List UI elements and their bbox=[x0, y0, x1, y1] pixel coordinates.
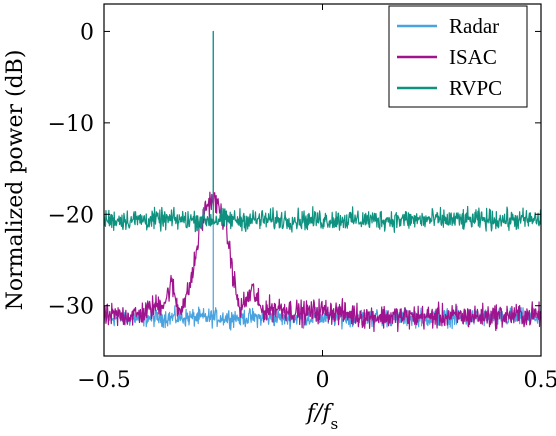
legend: Radar ISAC RVPC bbox=[388, 5, 528, 108]
y-tick-label: −30 bbox=[48, 295, 94, 320]
series-traces bbox=[103, 30, 542, 333]
y-tick-label: −20 bbox=[48, 203, 94, 228]
x-tick-label: 0.5 bbox=[524, 368, 556, 393]
x-tick-label: −0.5 bbox=[77, 368, 130, 393]
series-line-rvpc bbox=[103, 30, 542, 233]
legend-label-rvpc: RVPC bbox=[449, 76, 502, 100]
y-tick-label: 0 bbox=[80, 20, 94, 45]
series-line-isac bbox=[103, 191, 542, 333]
y-tick-label: −10 bbox=[48, 112, 94, 137]
x-tick-label: 0 bbox=[316, 368, 330, 393]
y-axis-label: Normalized power (dB) bbox=[3, 50, 28, 311]
legend-label-isac: ISAC bbox=[449, 45, 497, 69]
legend-label-radar: Radar bbox=[449, 14, 499, 38]
x-axis-label: f/fs bbox=[305, 401, 338, 433]
axis-ticks: −0.5 0 0.5 0 −10 −20 −30 bbox=[48, 4, 556, 393]
